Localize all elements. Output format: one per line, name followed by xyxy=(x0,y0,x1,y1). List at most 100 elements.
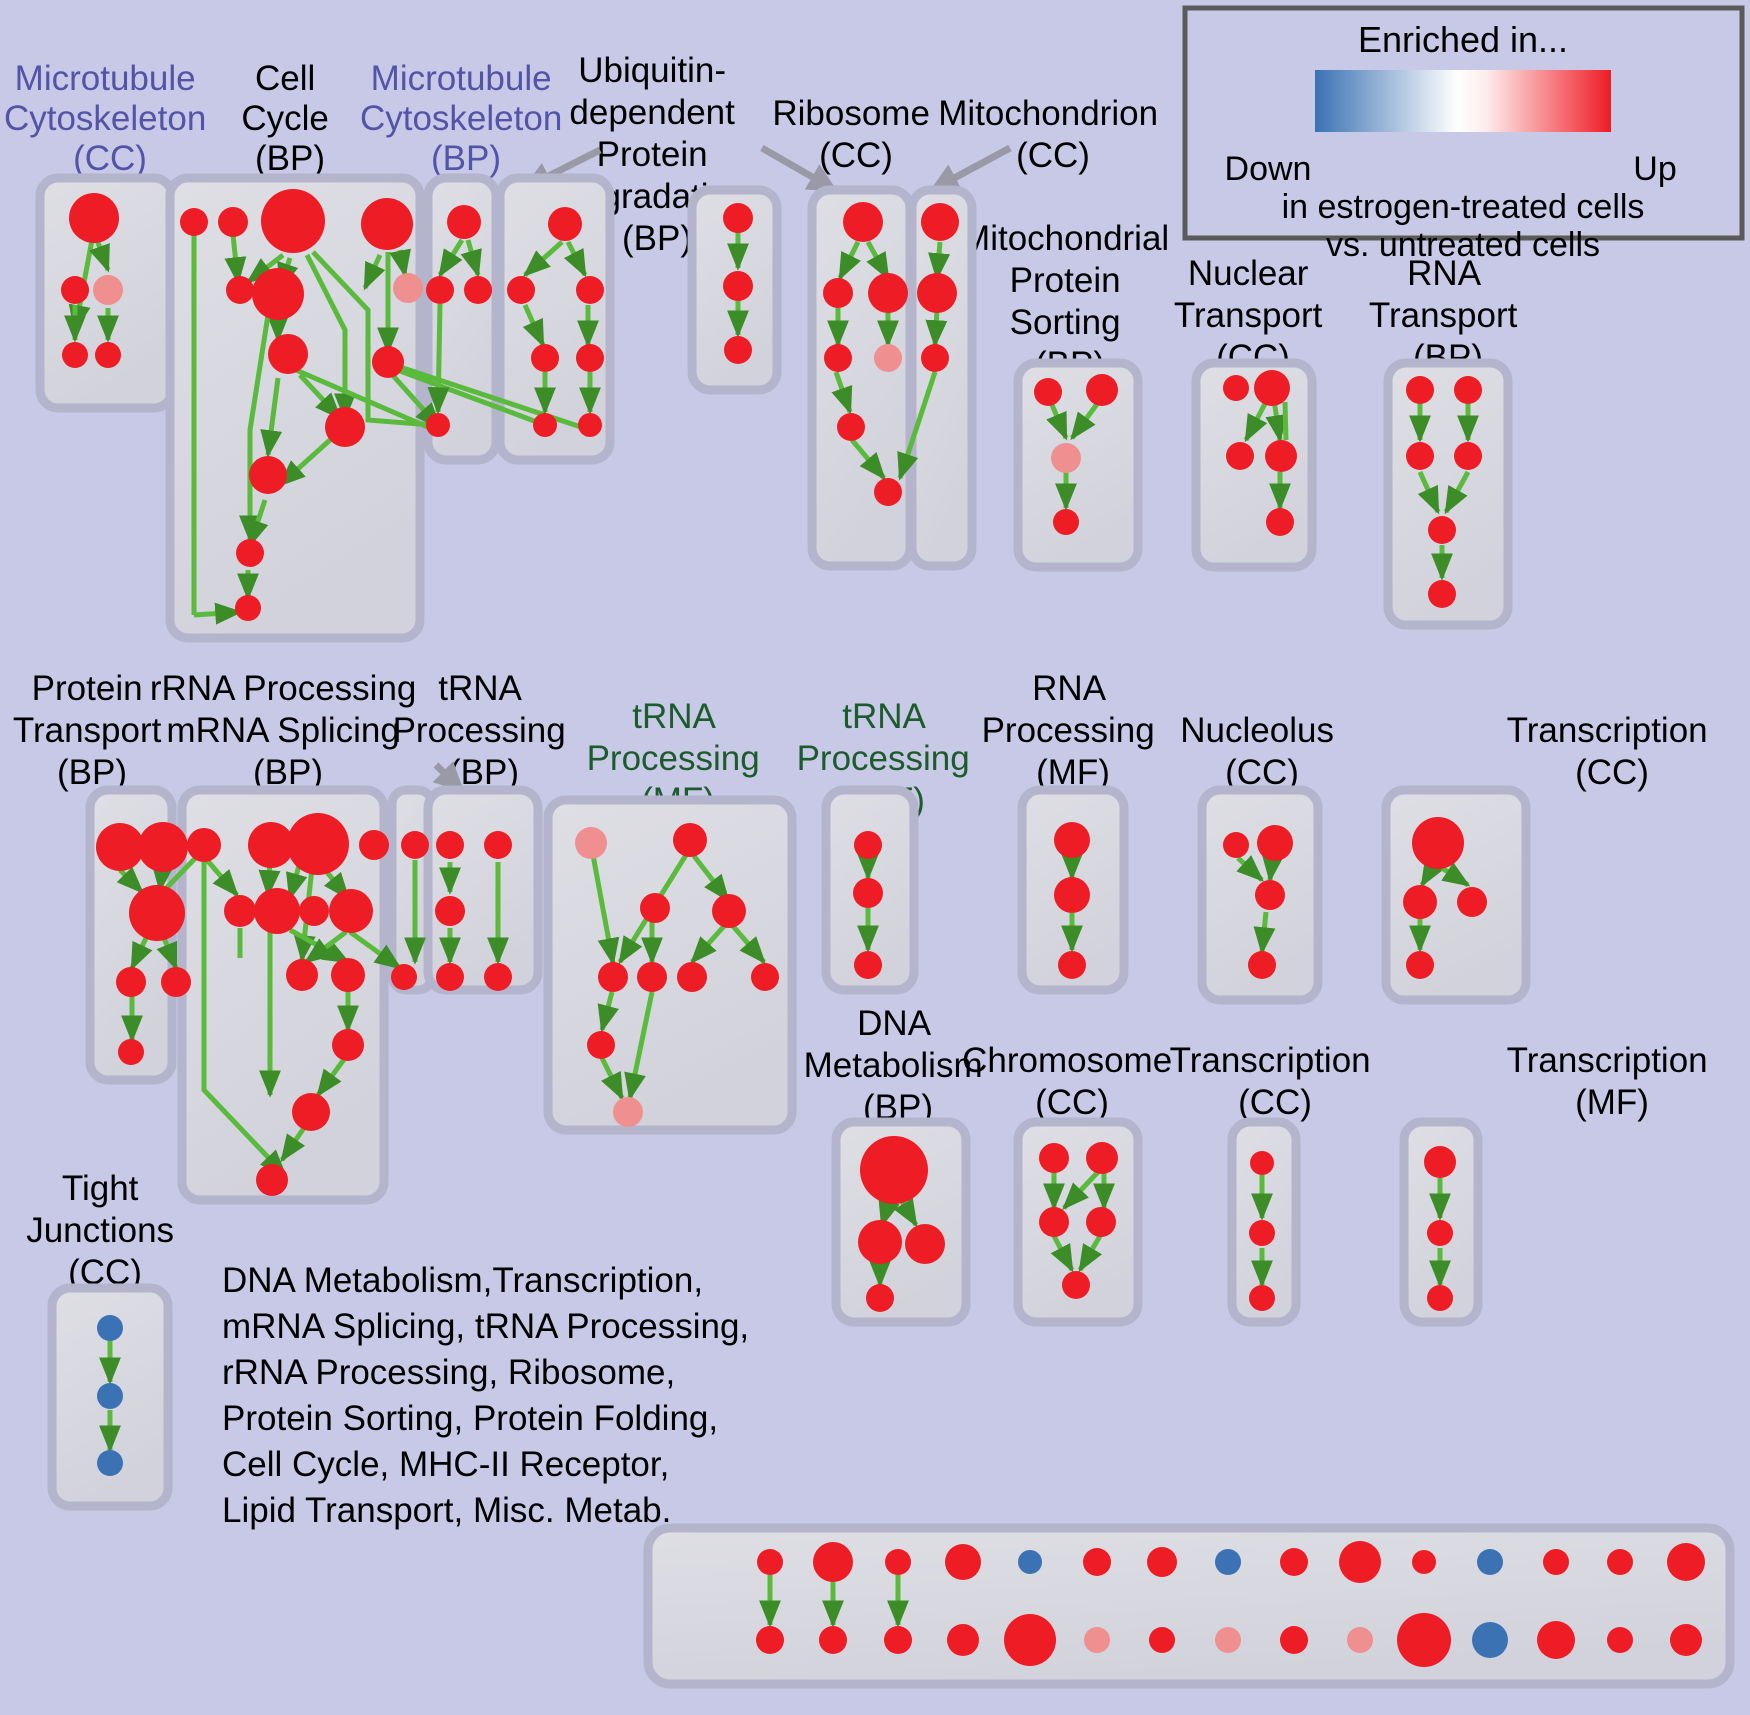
cluster-box-trna-processing-bp[interactable] xyxy=(423,785,543,995)
edge xyxy=(311,250,433,428)
node xyxy=(1250,1151,1274,1175)
net-microtubule-bp xyxy=(426,205,492,437)
edge xyxy=(1261,854,1284,883)
edge xyxy=(389,248,411,278)
node xyxy=(1058,951,1086,979)
node xyxy=(391,964,417,990)
edge xyxy=(193,602,243,625)
net-ubiquitin-bp xyxy=(507,207,604,437)
node xyxy=(1266,508,1294,536)
node xyxy=(1403,885,1437,919)
net-ribosome-cc xyxy=(823,202,908,506)
node xyxy=(1249,1285,1275,1311)
cluster-box-ribosome-cc[interactable] xyxy=(807,185,915,571)
edge xyxy=(690,923,727,965)
label-transcription-cc-1: Transcription (CC) xyxy=(1507,711,1718,792)
node xyxy=(97,1315,123,1341)
node xyxy=(1054,877,1090,913)
edge xyxy=(362,253,386,291)
edge xyxy=(1253,911,1276,955)
pointer-ubiquitin-bp xyxy=(760,144,838,194)
edge xyxy=(897,371,938,481)
cluster-boxes-row3 xyxy=(47,1117,1735,1689)
edge xyxy=(1077,1234,1103,1273)
legend-caption-line2: vs. untreated cells xyxy=(1326,226,1600,264)
edge xyxy=(590,854,620,966)
net-nucleolus-cc xyxy=(1223,825,1293,979)
misc-text-lines: DNA Metabolism,Transcription, mRNA Splic… xyxy=(222,1261,759,1530)
legend-title: Enriched in... xyxy=(1358,19,1568,60)
edge xyxy=(239,314,271,543)
node xyxy=(256,1164,288,1196)
node xyxy=(138,822,188,872)
node xyxy=(299,896,329,926)
edge xyxy=(563,240,588,278)
edge xyxy=(1236,855,1265,882)
node xyxy=(436,963,464,991)
node xyxy=(1427,1220,1453,1246)
edge xyxy=(89,239,111,273)
node xyxy=(1255,880,1285,910)
node xyxy=(1039,1207,1069,1237)
node xyxy=(1083,1548,1111,1576)
label-mitochondrion-cc: Mitochondrion (CC) xyxy=(938,94,1168,175)
legend-colorbar xyxy=(1315,70,1611,132)
node xyxy=(1149,1627,1175,1653)
legend-caption-line1: in estrogen-treated cells xyxy=(1282,188,1645,226)
node xyxy=(1424,1146,1456,1178)
pointer-mitochondrion-cc xyxy=(929,144,1012,194)
edge xyxy=(129,936,153,971)
edge xyxy=(865,240,891,281)
node xyxy=(1427,1285,1453,1311)
node xyxy=(447,205,481,239)
net-rna-transport-bp xyxy=(1406,376,1482,608)
edge xyxy=(1050,1234,1075,1273)
node xyxy=(235,595,261,621)
node xyxy=(1215,1549,1241,1575)
net-protein-transport-bp xyxy=(96,822,210,1065)
cluster-box-misc-bottom-panel[interactable] xyxy=(643,1523,1735,1689)
node xyxy=(97,1450,123,1476)
edge xyxy=(460,239,482,278)
cluster-box-nuclear-transport-cc[interactable] xyxy=(1191,358,1317,572)
node xyxy=(287,813,349,875)
node xyxy=(756,1626,784,1654)
node xyxy=(224,895,256,927)
node xyxy=(578,413,602,437)
node xyxy=(226,276,254,304)
node xyxy=(1018,1550,1042,1574)
node xyxy=(531,344,559,372)
node xyxy=(854,831,882,859)
edge xyxy=(730,923,766,965)
node xyxy=(1254,370,1290,406)
node xyxy=(1086,1142,1118,1174)
edge xyxy=(116,866,144,894)
network-row2 xyxy=(96,813,1487,1196)
node xyxy=(332,1029,364,1061)
edge xyxy=(1243,396,1271,443)
node xyxy=(1537,1621,1575,1659)
node xyxy=(161,967,191,997)
node xyxy=(248,822,294,868)
node xyxy=(673,823,707,857)
node xyxy=(464,276,492,304)
edge xyxy=(1440,862,1471,888)
node xyxy=(884,1626,912,1654)
node xyxy=(97,1383,123,1409)
edge xyxy=(655,853,689,902)
node xyxy=(426,413,450,437)
net-mito-protein-sorting xyxy=(1034,374,1118,535)
node xyxy=(249,456,287,494)
node xyxy=(905,1224,945,1264)
node xyxy=(95,342,121,368)
node xyxy=(885,1549,911,1575)
edge xyxy=(831,371,853,415)
node xyxy=(426,276,454,304)
net-misc-bottom-panel xyxy=(756,1541,1705,1667)
node xyxy=(860,1136,928,1204)
node xyxy=(712,894,746,928)
edge xyxy=(303,930,348,964)
label-protein-transport-bp: Protein Transport (BP) xyxy=(13,669,171,792)
edge xyxy=(427,303,450,415)
